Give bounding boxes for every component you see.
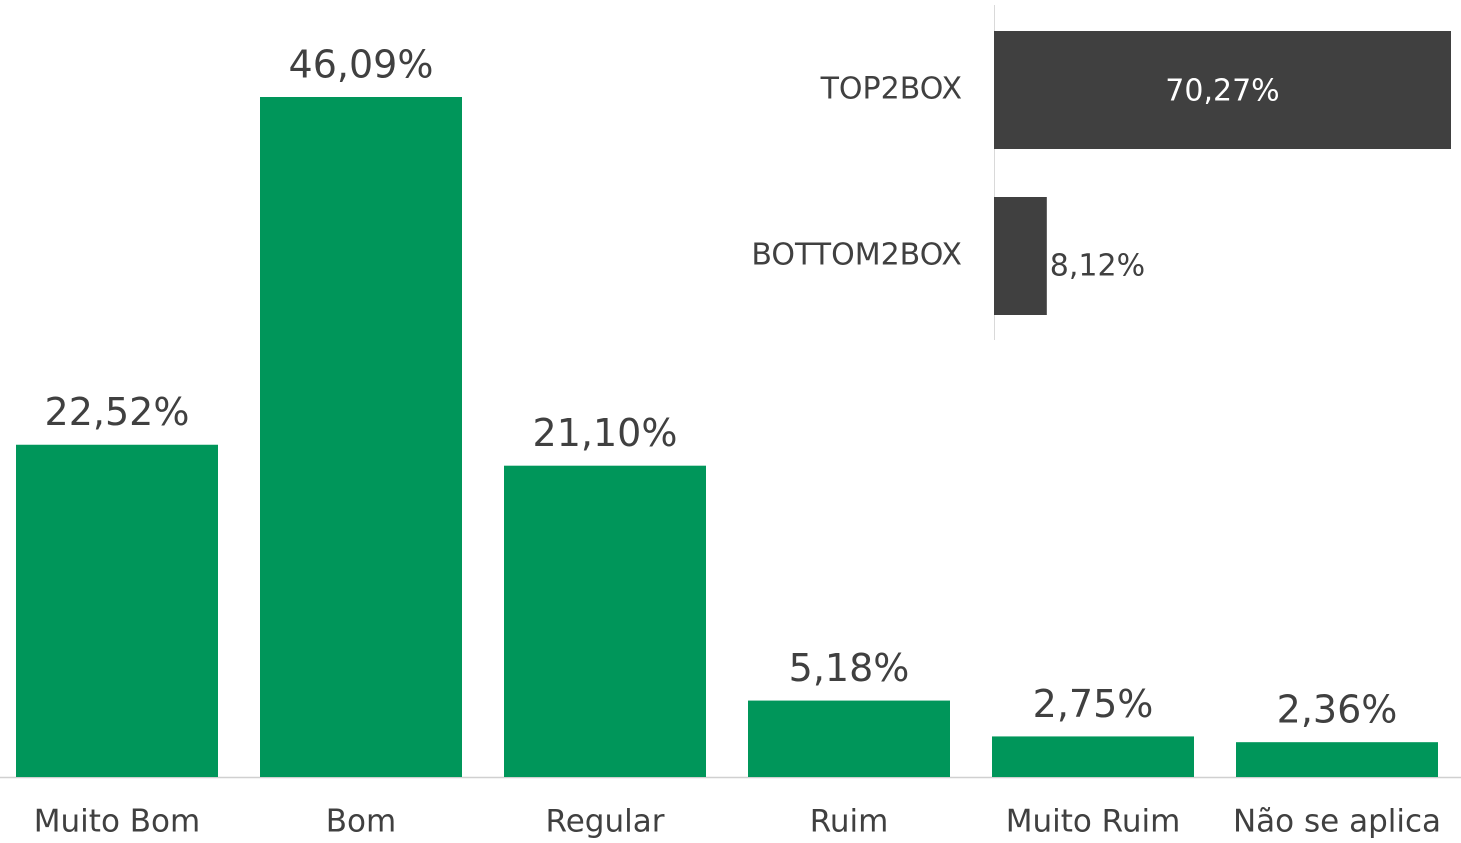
category-label: Muito Bom (34, 804, 200, 840)
category-label: Regular (546, 804, 665, 840)
bar (994, 197, 1047, 315)
value-label: 70,27% (1165, 74, 1279, 109)
category-label: TOP2BOX (820, 72, 962, 107)
value-label: 22,52% (45, 390, 190, 434)
bar (16, 444, 218, 777)
category-label: Ruim (810, 804, 889, 840)
bar (260, 97, 462, 777)
category-label: BOTTOM2BOX (751, 238, 962, 273)
bar (992, 736, 1194, 777)
value-label: 21,10% (533, 411, 678, 455)
value-label: 5,18% (789, 646, 910, 690)
category-label: Muito Ruim (1006, 804, 1181, 840)
category-label: Não se aplica (1233, 804, 1441, 840)
value-label: 46,09% (289, 43, 434, 87)
bar (748, 700, 950, 777)
value-label: 2,36% (1277, 688, 1398, 732)
bar (504, 465, 706, 777)
bar (1236, 742, 1438, 777)
value-label: 2,75% (1033, 682, 1154, 726)
bar (994, 31, 1451, 149)
category-label: Bom (326, 804, 396, 840)
value-label: 8,12% (1050, 249, 1145, 284)
